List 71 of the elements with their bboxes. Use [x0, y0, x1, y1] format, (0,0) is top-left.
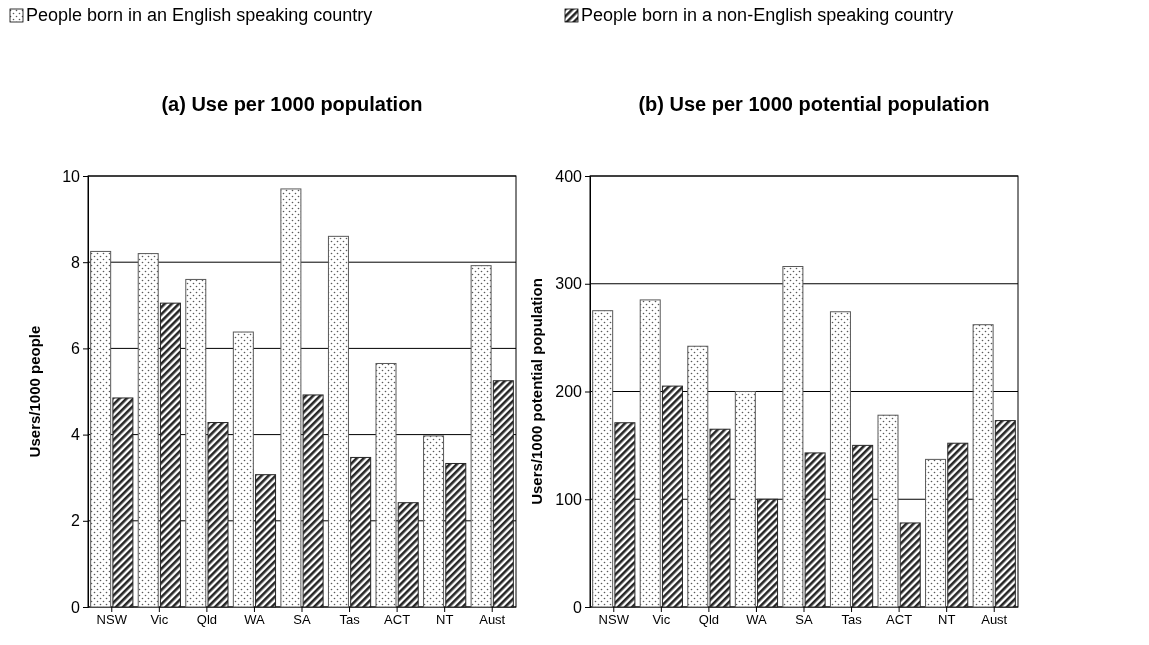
x-tick-label: WA — [746, 612, 767, 628]
y-tick-label: 300 — [555, 275, 583, 293]
bar — [639, 299, 661, 608]
bar — [687, 345, 709, 608]
bar — [492, 380, 514, 608]
y-tick-label: 0 — [71, 598, 81, 616]
bar — [829, 311, 851, 608]
y-tick-label: 4 — [71, 426, 81, 444]
chart-title: (a) Use per 1000 population — [161, 93, 423, 115]
bar — [877, 414, 899, 608]
x-tick-label: Qld — [698, 612, 720, 628]
y-tick-label: 100 — [555, 490, 583, 508]
y-tick-label: 6 — [71, 340, 81, 358]
x-tick-label: Tas — [841, 612, 863, 628]
bar — [327, 235, 349, 608]
bar — [925, 458, 947, 608]
x-tick-label: Vic — [150, 612, 169, 628]
bar — [159, 302, 181, 608]
x-tick-label: NSW — [598, 612, 630, 628]
bar — [232, 331, 254, 608]
x-tick-label: Aust — [479, 612, 506, 628]
x-tick-label: ACT — [886, 612, 913, 628]
y-tick-label: 400 — [555, 167, 583, 185]
x-tick-label: NT — [937, 612, 956, 628]
bar — [185, 278, 207, 608]
y-tick-label: 10 — [62, 167, 81, 185]
bar — [255, 474, 277, 608]
x-tick-label: ACT — [384, 612, 411, 628]
bar — [397, 502, 419, 608]
bar — [614, 422, 636, 608]
bar — [994, 420, 1016, 608]
bar — [782, 266, 804, 608]
x-tick-label: NSW — [96, 612, 128, 628]
bar — [947, 442, 969, 608]
legend-label: People born in a non-English speaking country — [581, 5, 954, 25]
x-tick-label: Aust — [981, 612, 1008, 628]
bar — [350, 456, 372, 608]
bar — [709, 428, 731, 608]
bar — [137, 253, 159, 608]
y-tick-label: 8 — [71, 253, 81, 271]
bar — [375, 362, 397, 608]
legend-label: People born in an English speaking country — [26, 5, 373, 25]
x-tick-label: WA — [244, 612, 265, 628]
y-axis-title: Users/1000 potential population — [528, 278, 545, 505]
bar — [423, 435, 445, 608]
x-tick-label: Qld — [196, 612, 218, 628]
y-axis-title: Users/1000 people — [26, 325, 43, 458]
x-tick-label: NT — [435, 612, 454, 628]
bar — [207, 422, 229, 608]
y-tick-label: 2 — [71, 512, 81, 530]
bar — [899, 522, 921, 608]
x-tick-label: Tas — [339, 612, 361, 628]
bar — [90, 250, 112, 608]
bar — [470, 265, 492, 608]
y-tick-label: 200 — [555, 383, 583, 401]
bar — [734, 391, 756, 608]
chart-title: (b) Use per 1000 potential population — [638, 93, 990, 115]
x-tick-label: SA — [293, 612, 311, 628]
bar — [592, 310, 614, 608]
bar — [852, 444, 874, 608]
bar — [445, 462, 467, 608]
x-tick-label: Vic — [652, 612, 671, 628]
bar — [661, 385, 683, 608]
bar — [280, 188, 302, 608]
bar — [972, 324, 994, 608]
bar — [757, 498, 779, 608]
x-tick-label: SA — [795, 612, 813, 628]
bar — [804, 452, 826, 608]
y-tick-label: 0 — [573, 598, 583, 616]
bar — [112, 397, 134, 608]
bar — [302, 394, 324, 608]
